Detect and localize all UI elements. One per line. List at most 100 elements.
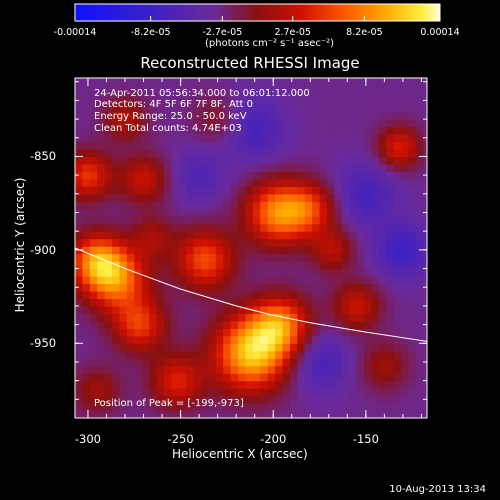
heatmap-cell bbox=[364, 238, 373, 247]
heatmap-cell bbox=[415, 276, 424, 285]
heatmap-cell bbox=[112, 171, 121, 180]
heatmap-cell bbox=[289, 186, 298, 195]
heatmap-cell bbox=[208, 268, 217, 277]
heatmap-cell bbox=[230, 134, 239, 143]
heatmap-cell bbox=[112, 365, 121, 374]
heatmap-cell bbox=[141, 186, 150, 195]
heatmap-cell bbox=[156, 163, 165, 172]
heatmap-cell bbox=[304, 223, 313, 232]
heatmap-cell bbox=[97, 148, 106, 158]
heatmap-cell bbox=[356, 216, 365, 225]
heatmap-cell bbox=[238, 253, 247, 262]
heatmap-cell bbox=[97, 388, 106, 397]
heatmap-cell bbox=[326, 365, 335, 374]
heatmap-cell bbox=[82, 246, 91, 255]
heatmap-cell bbox=[112, 305, 121, 314]
heatmap-cell bbox=[149, 231, 158, 240]
heatmap-cell bbox=[341, 395, 350, 404]
heatmap-cell bbox=[178, 283, 187, 292]
heatmap-cell bbox=[171, 380, 180, 389]
heatmap-cell bbox=[267, 148, 276, 158]
heatmap-cell bbox=[326, 261, 335, 270]
heatmap-cell bbox=[401, 350, 410, 359]
heatmap-cell bbox=[89, 104, 98, 113]
heatmap-cell bbox=[349, 193, 358, 202]
heatmap-cell bbox=[267, 208, 276, 217]
heatmap-cell bbox=[282, 193, 291, 202]
heatmap-cell bbox=[149, 335, 158, 344]
heatmap-cell bbox=[319, 193, 328, 202]
heatmap-cell bbox=[126, 305, 135, 314]
heatmap-cell bbox=[289, 163, 298, 172]
heatmap-cell bbox=[126, 89, 135, 98]
heatmap-cell bbox=[297, 111, 306, 120]
heatmap-cell bbox=[356, 231, 365, 240]
heatmap-cell bbox=[149, 216, 158, 225]
heatmap-cell bbox=[408, 201, 417, 210]
heatmap-cell bbox=[401, 343, 410, 352]
heatmap-cell bbox=[238, 246, 247, 255]
heatmap-cell bbox=[401, 410, 410, 418]
heatmap-cell bbox=[364, 276, 373, 285]
heatmap-cell bbox=[82, 171, 91, 180]
heatmap-cell bbox=[252, 186, 261, 195]
heatmap-cell bbox=[134, 373, 143, 382]
heatmap-cell bbox=[297, 141, 306, 150]
heatmap-cell bbox=[223, 388, 232, 397]
heatmap-cell bbox=[126, 313, 135, 322]
heatmap-cell bbox=[275, 171, 284, 180]
heatmap-cell bbox=[393, 358, 402, 367]
heatmap-cell bbox=[223, 253, 232, 262]
heatmap-cell bbox=[200, 268, 209, 277]
heatmap-cell bbox=[304, 163, 313, 172]
heatmap-cell bbox=[341, 178, 350, 187]
heatmap-cell bbox=[401, 178, 410, 187]
heatmap-cell bbox=[312, 111, 321, 120]
heatmap-cell bbox=[163, 380, 172, 389]
heatmap-cell bbox=[141, 141, 150, 150]
heatmap-cell bbox=[89, 328, 98, 337]
heatmap-cell bbox=[97, 89, 106, 98]
heatmap-cell bbox=[215, 78, 224, 83]
heatmap-cell bbox=[126, 208, 135, 217]
heatmap-cell bbox=[200, 141, 209, 150]
heatmap-cell bbox=[97, 223, 106, 232]
heatmap-cell bbox=[141, 156, 150, 165]
heatmap-cell bbox=[178, 305, 187, 314]
heatmap-cell bbox=[334, 313, 343, 322]
heatmap-cell bbox=[178, 111, 187, 120]
heatmap-cell bbox=[200, 216, 209, 225]
heatmap-cell bbox=[178, 156, 187, 165]
heatmap-cell bbox=[134, 126, 143, 135]
heatmap-cell bbox=[245, 201, 254, 210]
heatmap-cell bbox=[238, 178, 247, 187]
colorbar-tick-label: -8.2e-05 bbox=[130, 27, 171, 38]
heatmap-cell bbox=[97, 335, 106, 344]
heatmap-cell bbox=[415, 388, 424, 397]
heatmap-cell bbox=[282, 141, 291, 150]
heatmap-cell bbox=[178, 163, 187, 172]
heatmap-cell bbox=[245, 290, 254, 300]
heatmap-cell bbox=[156, 223, 165, 232]
heatmap-cell bbox=[215, 298, 224, 307]
heatmap-cell bbox=[193, 156, 202, 165]
heatmap-cell bbox=[334, 320, 343, 329]
heatmap-cell bbox=[156, 403, 165, 412]
heatmap-cell bbox=[349, 290, 358, 300]
heatmap-cell bbox=[393, 78, 402, 83]
heatmap-cell bbox=[178, 78, 187, 83]
heatmap-cell bbox=[230, 89, 239, 98]
heatmap-cell bbox=[149, 343, 158, 352]
heatmap-cell bbox=[208, 328, 217, 337]
heatmap-cell bbox=[186, 216, 195, 225]
heatmap-cell bbox=[171, 201, 180, 210]
heatmap-cell bbox=[386, 395, 395, 404]
heatmap-cell bbox=[141, 358, 150, 367]
heatmap-cell bbox=[304, 81, 313, 90]
heatmap-cell bbox=[304, 78, 313, 83]
heatmap-cell bbox=[104, 134, 113, 143]
heatmap-cell bbox=[230, 276, 239, 285]
heatmap-cell bbox=[356, 223, 365, 232]
heatmap-cell bbox=[297, 365, 306, 374]
heatmap-cell bbox=[349, 320, 358, 329]
